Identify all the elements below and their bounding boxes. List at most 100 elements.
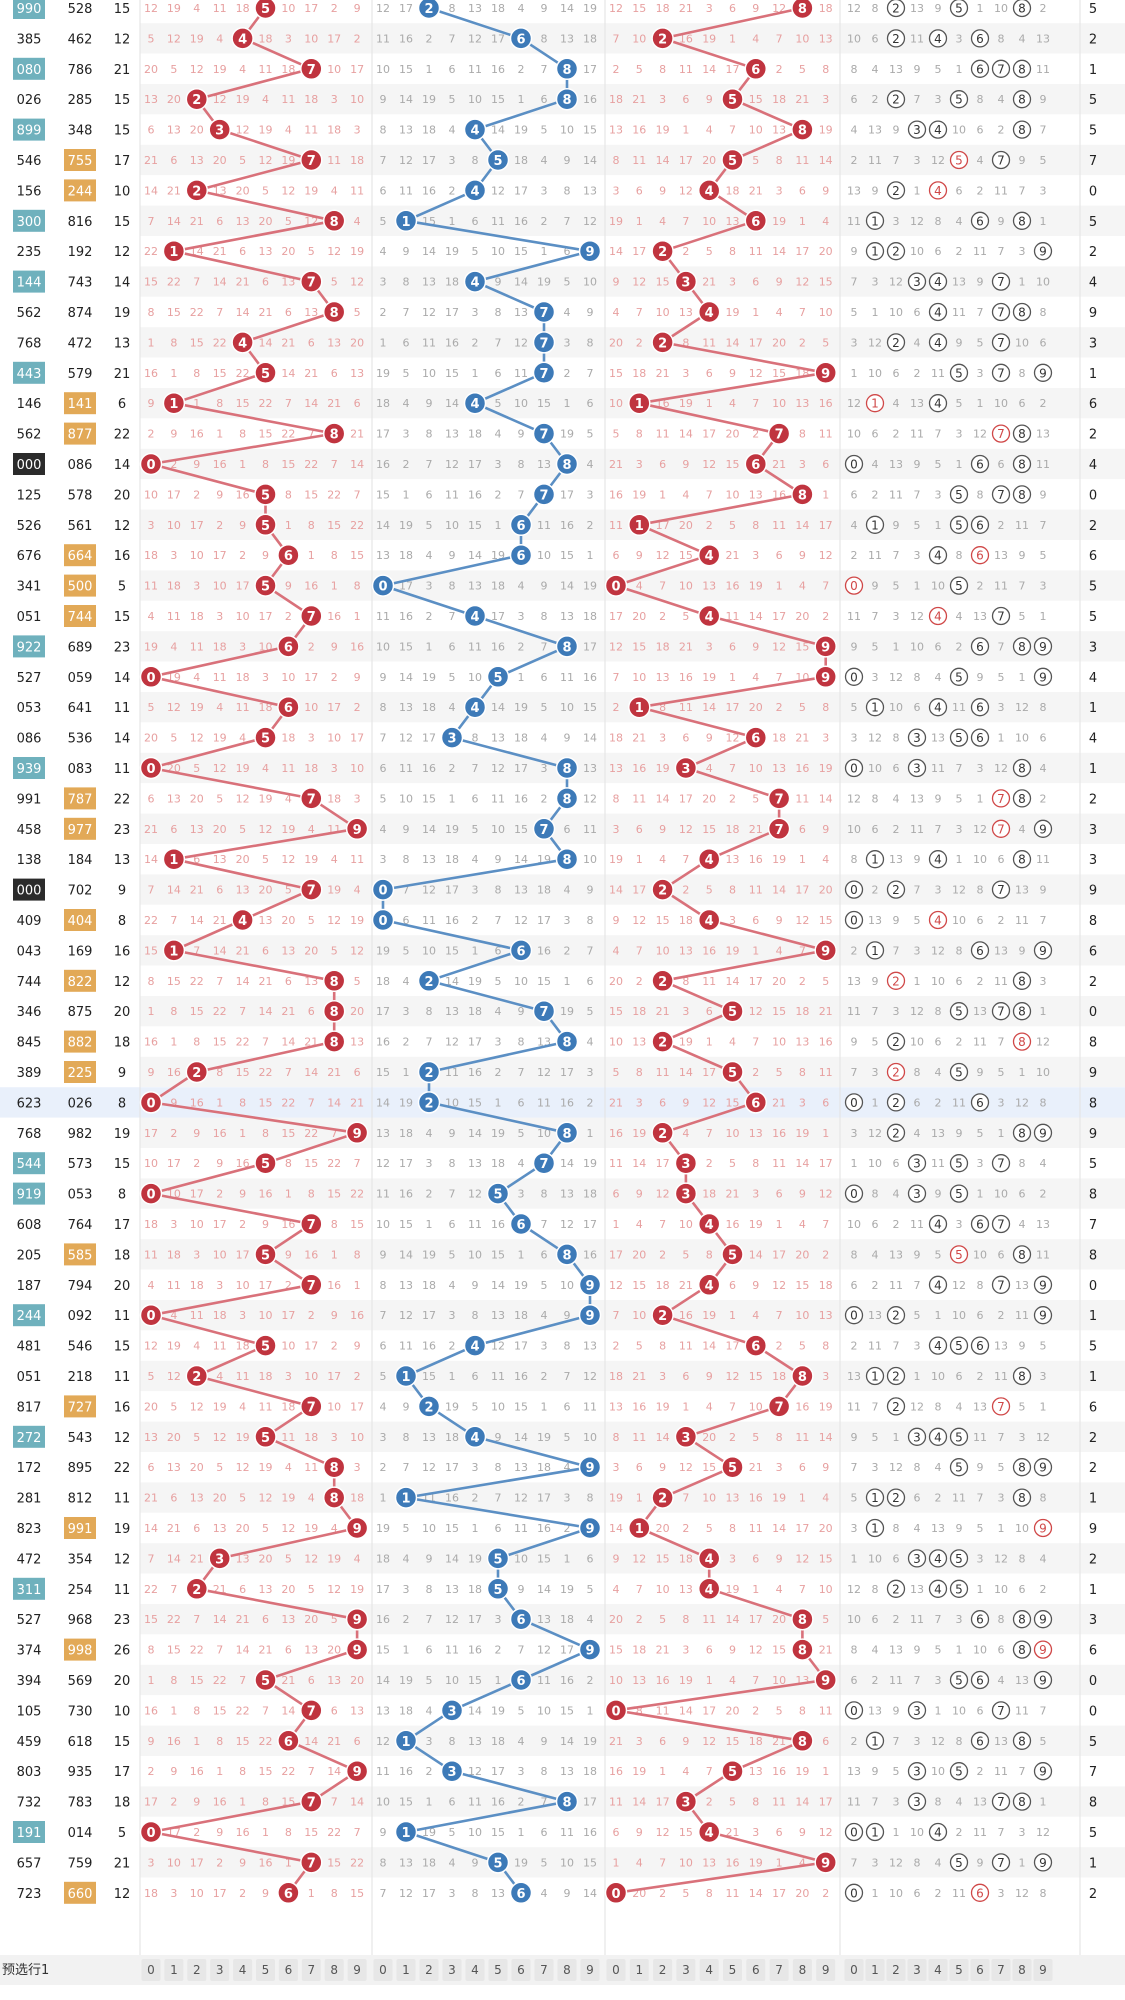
distribution-digit: 4 — [934, 853, 942, 867]
miss-count: 18 — [281, 732, 295, 745]
footer-select-digit[interactable]: 6 — [517, 1963, 525, 1977]
units-ball-digit: 3 — [681, 1157, 690, 1172]
miss-count: 16 — [726, 580, 740, 593]
miss-count: 1 — [822, 488, 829, 501]
footer-select-digit[interactable]: 7 — [540, 1963, 548, 1977]
last-digit-value: 5 — [1089, 1340, 1097, 1355]
miss-count: 17 — [772, 1887, 786, 1900]
miss-count: 16 — [537, 944, 551, 957]
draw-number: 254 — [68, 1583, 93, 1598]
miss-count: 8 — [659, 701, 666, 714]
footer-select-digit[interactable]: 8 — [330, 1963, 338, 1977]
miss-count: 2 — [956, 1826, 963, 1839]
footer-select-digit[interactable]: 0 — [850, 1963, 858, 1977]
miss-count: 14 — [679, 1704, 693, 1717]
miss-count: 2 — [752, 1704, 759, 1717]
units-ball-digit: 7 — [775, 792, 784, 807]
footer-select-digit[interactable]: 2 — [892, 1963, 900, 1977]
miss-count: 12 — [910, 1005, 924, 1018]
miss-count: 17 — [376, 428, 390, 441]
issue-prev-number: 172 — [17, 1461, 42, 1476]
footer-select-digit[interactable]: 4 — [705, 1963, 713, 1977]
footer-select-digit[interactable]: 4 — [934, 1963, 942, 1977]
footer-select-digit[interactable]: 8 — [563, 1963, 571, 1977]
draw-badge — [64, 605, 96, 627]
miss-count: 8 — [148, 975, 155, 988]
footer-select-digit[interactable]: 3 — [682, 1963, 690, 1977]
miss-count: 3 — [1019, 1826, 1026, 1839]
footer-select-digit[interactable]: 6 — [752, 1963, 760, 1977]
footer-select-digit[interactable]: 9 — [586, 1963, 594, 1977]
last-digit-value: 5 — [1089, 124, 1097, 139]
miss-count: 10 — [1036, 276, 1050, 289]
miss-count: 20 — [819, 1522, 833, 1535]
footer-select-digit[interactable]: 3 — [448, 1963, 456, 1977]
miss-count: 21 — [281, 336, 295, 349]
miss-count: 16 — [445, 336, 459, 349]
miss-count: 15 — [281, 458, 295, 471]
footer-select-digit[interactable]: 5 — [262, 1963, 270, 1977]
footer-select-digit[interactable]: 3 — [216, 1963, 224, 1977]
footer-select-digit[interactable]: 2 — [659, 1963, 667, 1977]
footer-select-digit[interactable]: 9 — [353, 1963, 361, 1977]
footer-select-digit[interactable]: 8 — [799, 1963, 807, 1977]
draw-number: 759 — [68, 1856, 93, 1871]
miss-count: 11 — [350, 853, 364, 866]
footer-select-digit[interactable]: 6 — [285, 1963, 293, 1977]
footer-select-digit[interactable]: 1 — [871, 1963, 879, 1977]
tens-ball-digit: 0 — [378, 914, 387, 929]
miss-count: 12 — [422, 306, 436, 319]
footer-select-digit[interactable]: 0 — [147, 1963, 155, 1977]
miss-count: 5 — [935, 1248, 942, 1261]
footer-select-digit[interactable]: 3 — [913, 1963, 921, 1977]
units-ball — [628, 513, 651, 537]
footer-select-digit[interactable]: 4 — [239, 1963, 247, 1977]
issue-prev-number: 125 — [17, 488, 42, 503]
miss-count: 17 — [656, 1157, 670, 1170]
sum-value: 17 — [114, 1765, 131, 1780]
miss-count: 4 — [935, 671, 942, 684]
footer-select-digit[interactable]: 8 — [1018, 1963, 1026, 1977]
footer-select-digit[interactable]: 5 — [729, 1963, 737, 1977]
miss-count: 4 — [682, 488, 689, 501]
units-ball-digit: 1 — [635, 701, 644, 716]
miss-count: 14 — [749, 1248, 763, 1261]
miss-count: 18 — [422, 701, 436, 714]
miss-count: 12 — [468, 1188, 482, 1201]
miss-count: 8 — [1019, 1552, 1026, 1565]
miss-count: 2 — [331, 671, 338, 684]
footer-select-digit[interactable]: 0 — [612, 1963, 620, 1977]
miss-count: 15 — [819, 1552, 833, 1565]
footer-select-digit[interactable]: 7 — [997, 1963, 1005, 1977]
hundreds-ball-digit: 7 — [307, 1279, 316, 1294]
footer-select-digit[interactable]: 9 — [1039, 1963, 1047, 1977]
miss-count: 14 — [632, 1157, 646, 1170]
tens-ball — [555, 57, 579, 81]
footer-select-digit[interactable]: 0 — [379, 1963, 387, 1977]
last-digit-value: 2 — [1089, 1461, 1097, 1476]
miss-count: 14 — [609, 884, 623, 897]
footer-select-digit[interactable]: 7 — [775, 1963, 783, 1977]
footer-select-digit[interactable]: 7 — [307, 1963, 315, 1977]
footer-select-digit[interactable]: 1 — [170, 1963, 178, 1977]
footer-select-digit[interactable]: 9 — [822, 1963, 830, 1977]
issue-prev-number: 472 — [17, 1552, 42, 1567]
miss-count: 2 — [914, 367, 921, 380]
footer-select-digit[interactable]: 1 — [635, 1963, 643, 1977]
footer-select-digit[interactable]: 2 — [193, 1963, 201, 1977]
tens-ball-digit: 6 — [516, 549, 525, 564]
miss-count: 21 — [281, 1005, 295, 1018]
miss-count: 12 — [468, 32, 482, 45]
distribution-digit: 9 — [1039, 1643, 1047, 1657]
footer-select-digit[interactable]: 4 — [471, 1963, 479, 1977]
miss-count: 14 — [468, 1127, 482, 1140]
footer-select-digit[interactable]: 5 — [494, 1963, 502, 1977]
miss-count: 5 — [799, 701, 806, 714]
footer-select-digit[interactable]: 6 — [976, 1963, 984, 1977]
distribution-digit: 8 — [1018, 214, 1026, 228]
footer-select-digit[interactable]: 1 — [402, 1963, 410, 1977]
miss-count: 11 — [213, 2, 227, 15]
footer-select-digit[interactable]: 2 — [425, 1963, 433, 1977]
footer-select-digit[interactable]: 5 — [955, 1963, 963, 1977]
miss-count: 1 — [752, 944, 759, 957]
